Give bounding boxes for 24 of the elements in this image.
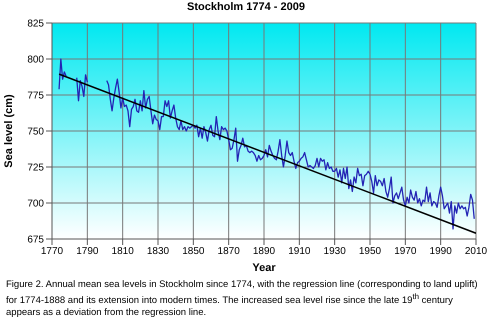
x-tick-label: 1850 — [182, 246, 205, 258]
x-tick-label: 1890 — [252, 246, 276, 258]
x-tick-label: 1950 — [358, 246, 382, 258]
x-tick-label: 1870 — [218, 246, 240, 258]
x-tick-label: 2010 — [464, 246, 488, 258]
y-tick-label: 800 — [27, 54, 44, 66]
y-tick-label: 825 — [27, 18, 44, 30]
y-axis-title: Sea level (cm) — [2, 94, 15, 168]
x-tick-label: 1810 — [112, 246, 134, 258]
x-tick-label: 1830 — [146, 246, 170, 258]
y-tick-label: 700 — [27, 198, 44, 210]
x-axis-title: Year — [252, 262, 276, 274]
x-tick-label: 1930 — [324, 246, 346, 258]
chart-title: Stockholm 1774 - 2009 — [186, 0, 306, 15]
text: Figure 2. Annual mean sea levels in Stockholm since 1774, with the regression line (corresponding to land uplift) for 1774-1888 and its extension into modern times. The increased sea level rise since the late 19$^{th}$ century appears as a deviation from the regression line. — [6, 279, 478, 318]
x-tick-label: 1990 — [430, 246, 452, 258]
y-tick-label: 775 — [27, 90, 44, 102]
y-tick-label: 750 — [27, 126, 44, 138]
y-tick-label: 675 — [27, 234, 44, 246]
x-tick-label: 1770 — [40, 246, 64, 258]
x-tick-label: 1910 — [288, 246, 311, 258]
x-tick-label: 1790 — [76, 246, 99, 258]
x-tick-label: 1970 — [394, 246, 417, 258]
y-tick-label: 725 — [27, 162, 44, 174]
